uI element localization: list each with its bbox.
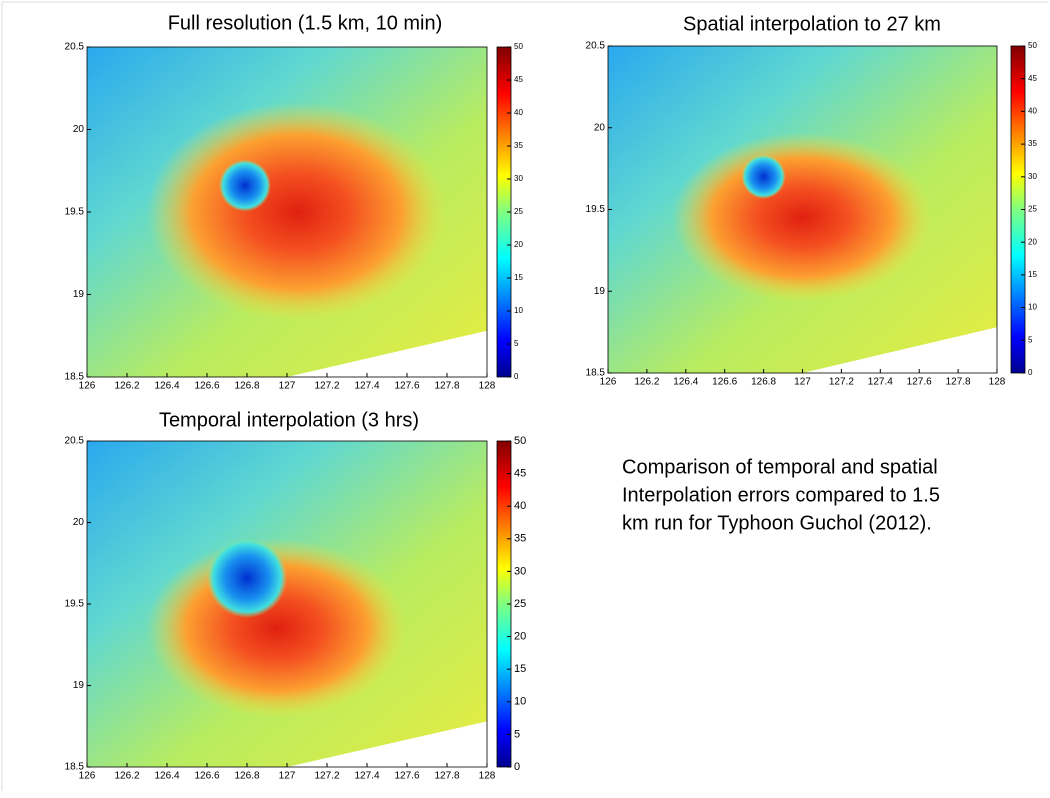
x-tick-label: 127.8 bbox=[434, 381, 459, 392]
caption-line: Interpolation errors compared to 1.5 bbox=[622, 484, 940, 506]
eye-field bbox=[741, 154, 786, 199]
colorbar-tick-label: 15 bbox=[514, 663, 526, 675]
y-tick-label: 19 bbox=[73, 289, 85, 300]
x-tick-label: 127.4 bbox=[868, 377, 893, 388]
x-tick-label: 127.4 bbox=[354, 771, 379, 782]
colorbar-tick-label: 45 bbox=[514, 75, 523, 84]
x-tick-label: 126.2 bbox=[634, 377, 659, 388]
x-tick-label: 126.8 bbox=[234, 381, 259, 392]
colorbar-tick-label: 30 bbox=[1028, 172, 1037, 181]
colorbar-tick-label: 0 bbox=[514, 761, 520, 773]
colorbar-tick-label: 40 bbox=[514, 108, 523, 117]
x-tick-label: 126.4 bbox=[154, 381, 179, 392]
colorbar-tick-label: 0 bbox=[514, 372, 519, 381]
y-tick-label: 20.5 bbox=[586, 41, 606, 52]
eye-field bbox=[207, 537, 287, 618]
x-tick-label: 128 bbox=[989, 377, 1006, 388]
colorbar-tick-label: 40 bbox=[514, 500, 526, 512]
colorbar-tick-label: 50 bbox=[1028, 41, 1037, 50]
x-tick-label: 127.6 bbox=[907, 377, 932, 388]
storm-field bbox=[672, 132, 933, 303]
field bbox=[87, 47, 487, 377]
x-tick-label: 128 bbox=[479, 771, 496, 782]
caption-line: km run for Typhoon Guchol (2012). bbox=[622, 512, 932, 534]
y-tick-label: 20.5 bbox=[65, 436, 85, 447]
x-tick-label: 126 bbox=[600, 377, 617, 388]
panel-title: Spatial interpolation to 27 km bbox=[683, 13, 941, 35]
panel-title: Temporal interpolation (3 hrs) bbox=[159, 409, 419, 431]
x-tick-label: 126.6 bbox=[712, 377, 737, 388]
colorbar-tick-label: 15 bbox=[514, 273, 523, 282]
y-tick-label: 20.5 bbox=[65, 42, 85, 53]
colorbar-tick-label: 5 bbox=[514, 728, 520, 740]
x-tick-label: 127.4 bbox=[354, 381, 379, 392]
colorbar-tick-label: 30 bbox=[514, 565, 526, 577]
eye-field bbox=[219, 159, 271, 212]
colorbar-tick-label: 15 bbox=[1028, 270, 1037, 279]
x-tick-label: 127 bbox=[279, 381, 296, 392]
colorbar-tick-label: 35 bbox=[514, 533, 526, 545]
colorbar-tick-label: 50 bbox=[514, 42, 523, 51]
colorbar-tick-label: 35 bbox=[1028, 139, 1037, 148]
y-tick-label: 20 bbox=[594, 122, 606, 133]
x-tick-label: 127.8 bbox=[946, 377, 971, 388]
y-tick-label: 19.5 bbox=[586, 204, 606, 215]
x-tick-label: 126 bbox=[79, 381, 96, 392]
colorbar-tick-label: 20 bbox=[514, 240, 523, 249]
colorbar-tick-label: 10 bbox=[514, 696, 526, 708]
x-tick-label: 126.2 bbox=[114, 381, 139, 392]
x-tick-label: 127 bbox=[794, 377, 811, 388]
colorbar-tick-label: 5 bbox=[1028, 335, 1033, 344]
y-tick-label: 18.5 bbox=[586, 368, 606, 379]
x-tick-label: 126.2 bbox=[114, 771, 139, 782]
field bbox=[87, 441, 487, 767]
x-tick-label: 127.8 bbox=[434, 771, 459, 782]
colorbar-tick-label: 20 bbox=[514, 631, 526, 643]
x-tick-label: 126.8 bbox=[751, 377, 776, 388]
field bbox=[608, 46, 997, 373]
colorbar-tick-label: 50 bbox=[514, 435, 526, 447]
no-data bbox=[802, 327, 997, 373]
x-tick-label: 127.6 bbox=[394, 381, 419, 392]
colorbar-tick-label: 45 bbox=[1028, 74, 1037, 83]
x-tick-label: 127.2 bbox=[314, 381, 339, 392]
x-tick-label: 127.6 bbox=[394, 771, 419, 782]
colorbar-tick-label: 25 bbox=[1028, 205, 1037, 214]
x-tick-label: 127.2 bbox=[314, 771, 339, 782]
y-tick-label: 18.5 bbox=[65, 372, 85, 383]
x-tick-label: 126 bbox=[79, 771, 96, 782]
y-tick-label: 19 bbox=[594, 286, 606, 297]
colorbar-tick-label: 25 bbox=[514, 207, 523, 216]
panel-title: Full resolution (1.5 km, 10 min) bbox=[168, 12, 443, 34]
x-tick-label: 126.6 bbox=[194, 381, 219, 392]
x-tick-label: 126.4 bbox=[154, 771, 179, 782]
no-data bbox=[287, 330, 487, 377]
x-tick-label: 127.2 bbox=[829, 377, 854, 388]
colorbar-tick-label: 30 bbox=[514, 174, 523, 183]
colorbar-tick-label: 10 bbox=[1028, 303, 1037, 312]
y-tick-label: 19.5 bbox=[65, 207, 85, 218]
no-data bbox=[287, 721, 487, 767]
caption-line: Comparison of temporal and spatial bbox=[622, 456, 938, 478]
colorbar-tick-label: 45 bbox=[514, 468, 526, 480]
y-tick-label: 19.5 bbox=[65, 599, 85, 610]
x-tick-label: 128 bbox=[479, 381, 496, 392]
colorbar-tick-label: 20 bbox=[1028, 237, 1037, 246]
y-tick-label: 18.5 bbox=[65, 762, 85, 773]
x-tick-label: 126.4 bbox=[673, 377, 698, 388]
colorbar-tick-label: 10 bbox=[514, 306, 523, 315]
x-tick-label: 126.8 bbox=[234, 771, 259, 782]
x-tick-label: 127 bbox=[279, 771, 296, 782]
colorbar-tick-label: 5 bbox=[514, 339, 519, 348]
colorbar-tick-label: 40 bbox=[1028, 107, 1037, 116]
storm-field bbox=[147, 102, 447, 322]
colorbar-tick-label: 35 bbox=[514, 141, 523, 150]
y-tick-label: 19 bbox=[73, 680, 85, 691]
y-tick-label: 20 bbox=[73, 124, 85, 135]
colorbar-tick-label: 0 bbox=[1028, 368, 1033, 377]
x-tick-label: 126.6 bbox=[194, 771, 219, 782]
colorbar-tick-label: 25 bbox=[514, 598, 526, 610]
y-tick-label: 20 bbox=[73, 517, 85, 528]
